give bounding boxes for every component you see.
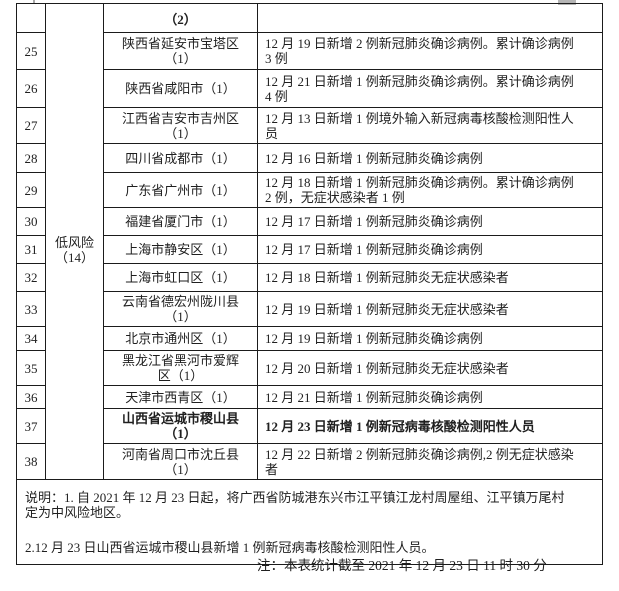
row-number: 33: [16, 291, 46, 327]
description-cell: 12 月 17 日新增 1 例新冠肺炎确诊病例: [257, 207, 603, 236]
description-cell: 12 月 17 日新增 1 例新冠肺炎确诊病例: [257, 235, 603, 264]
description-cell: 12 月 22 日新增 2 例新冠肺炎确诊病例,2 例无症状感染者: [257, 443, 603, 480]
cropped-row-remnant-left: [33, 0, 35, 4]
table-row-notes: 说明：1. 自 2021 年 12 月 23 日起，将广西省防城港东兴市江平镇江…: [16, 479, 603, 565]
description-cell: 12 月 19 日新增 1 例新冠肺炎确诊病例: [257, 326, 603, 351]
table-row: 30 福建省厦门市（1） 12 月 17 日新增 1 例新冠肺炎确诊病例: [16, 207, 603, 236]
description-cell: 12 月 13 日新增 1 例境外输入新冠病毒核酸检测阳性人员: [257, 107, 603, 144]
table-row-partial: 低风险 （14） （2）: [16, 3, 603, 480]
description-cell: 12 月 19 日新增 1 例新冠肺炎无症状感染者: [257, 291, 603, 327]
table-row: 35 黑龙江省黑河市爱辉区（1） 12 月 20 日新增 1 例新冠肺炎无症状感…: [16, 350, 603, 386]
row-number: 30: [16, 207, 46, 236]
risk-group-label: 低风险: [54, 234, 94, 250]
row-number: 25: [16, 32, 46, 70]
region-cell: 江西省吉安市吉州区（1）: [103, 107, 258, 144]
row-number: 27: [16, 107, 46, 144]
description-cell: 12 月 20 日新增 1 例新冠肺炎无症状感染者: [257, 350, 603, 386]
row-number: 38: [16, 443, 46, 480]
table-row: 29 广东省广州市（1） 12 月 18 日新增 1 例新冠肺炎确诊病例。累计确…: [16, 172, 603, 208]
region-cell: 福建省厦门市（1）: [103, 207, 258, 236]
region-cell: 上海市虹口区（1）: [103, 263, 258, 292]
description-cell: 12 月 23 日新增 1 例新冠病毒核酸检测阳性人员: [257, 408, 603, 444]
description-cell: 12 月 21 日新增 1 例新冠肺炎确诊病例: [257, 385, 603, 409]
risk-group-count: （14）: [54, 249, 94, 265]
note-gap: [25, 520, 566, 540]
table-row: 33 云南省德宏州陇川县（1） 12 月 19 日新增 1 例新冠肺炎无症状感染…: [16, 291, 603, 327]
description-cell: 12 月 16 日新增 1 例新冠肺炎确诊病例: [257, 143, 603, 173]
table-row: 36 天津市西青区（1） 12 月 21 日新增 1 例新冠肺炎确诊病例: [16, 385, 603, 409]
table-row: 32 上海市虹口区（1） 12 月 18 日新增 1 例新冠肺炎无症状感染者: [16, 263, 603, 292]
table-row: 26 陕西省咸阳市（1） 12 月 21 日新增 1 例新冠肺炎确诊病例。累计确…: [16, 69, 603, 108]
row-number-cell: [16, 3, 46, 33]
footer-note: 注：本表统计截至 2021 年 12 月 23 日 11 时 30 分: [257, 558, 547, 573]
row-number: 29: [16, 172, 46, 208]
row-number: 31: [16, 235, 46, 264]
row-number: 35: [16, 350, 46, 386]
note-line-2: 2.12 月 23 日山西省运城市稷山县新增 1 例新冠病毒核酸检测阳性人员。: [25, 539, 435, 555]
table-row: 25 陕西省延安市宝塔区（1） 12 月 19 日新增 2 例新冠肺炎确诊病例。…: [16, 32, 603, 70]
row-number: 37: [16, 408, 46, 444]
region-cell: 黑龙江省黑河市爱辉区（1）: [103, 350, 258, 386]
notes-cell: 说明：1. 自 2021 年 12 月 23 日起，将广西省防城港东兴市江平镇江…: [16, 479, 603, 565]
cropped-row-remnant-right: [558, 0, 576, 5]
description-cell: 12 月 18 日新增 1 例新冠肺炎确诊病例。累计确诊病例 2 例，无症状感染…: [257, 172, 603, 208]
risk-area-table: 低风险 （14） （2） 25 陕西省延安市宝塔区（1） 12 月 19 日新增…: [16, 3, 603, 565]
row-number: 36: [16, 385, 46, 409]
region-cell: 山西省运城市稷山县（1）: [103, 408, 258, 444]
region-cell: 北京市通州区（1）: [103, 326, 258, 351]
risk-group-cell: 低风险 （14）: [45, 3, 104, 480]
table-row: 27 江西省吉安市吉州区（1） 12 月 13 日新增 1 例境外输入新冠病毒核…: [16, 107, 603, 144]
row-number: 32: [16, 263, 46, 292]
row-number: 26: [16, 69, 46, 108]
row-number: 34: [16, 326, 46, 351]
table-row: 34 北京市通州区（1） 12 月 19 日新增 1 例新冠肺炎确诊病例: [16, 326, 603, 351]
region-cell: 四川省成都市（1）: [103, 143, 258, 173]
region-cell: 陕西省咸阳市（1）: [103, 69, 258, 108]
region-cell: 天津市西青区（1）: [103, 385, 258, 409]
region-cell: 上海市静安区（1）: [103, 235, 258, 264]
region-cell: 广东省广州市（1）: [103, 172, 258, 208]
region-overflow-text: （2）: [164, 11, 197, 27]
table-row: 31 上海市静安区（1） 12 月 17 日新增 1 例新冠肺炎确诊病例: [16, 235, 603, 264]
region-cell: 陕西省延安市宝塔区（1）: [103, 32, 258, 70]
row-number: 28: [16, 143, 46, 173]
note-line-1: 说明：1. 自 2021 年 12 月 23 日起，将广西省防城港东兴市江平镇江…: [25, 489, 565, 520]
table-row: 28 四川省成都市（1） 12 月 16 日新增 1 例新冠肺炎确诊病例: [16, 143, 603, 173]
table-row-highlighted: 37 山西省运城市稷山县（1） 12 月 23 日新增 1 例新冠病毒核酸检测阳…: [16, 408, 603, 444]
region-cell-partial: （2）: [103, 3, 258, 33]
description-cell: 12 月 19 日新增 2 例新冠肺炎确诊病例。累计确诊病例 3 例: [257, 32, 603, 70]
region-cell: 云南省德宏州陇川县（1）: [103, 291, 258, 327]
description-cell-partial: [257, 3, 603, 33]
table-row: 38 河南省周口市沈丘县（1） 12 月 22 日新增 2 例新冠肺炎确诊病例,…: [16, 443, 603, 480]
description-cell: 12 月 21 日新增 1 例新冠肺炎确诊病例。累计确诊病例 4 例: [257, 69, 603, 108]
region-cell: 河南省周口市沈丘县（1）: [103, 443, 258, 480]
description-cell: 12 月 18 日新增 1 例新冠肺炎无症状感染者: [257, 263, 603, 292]
